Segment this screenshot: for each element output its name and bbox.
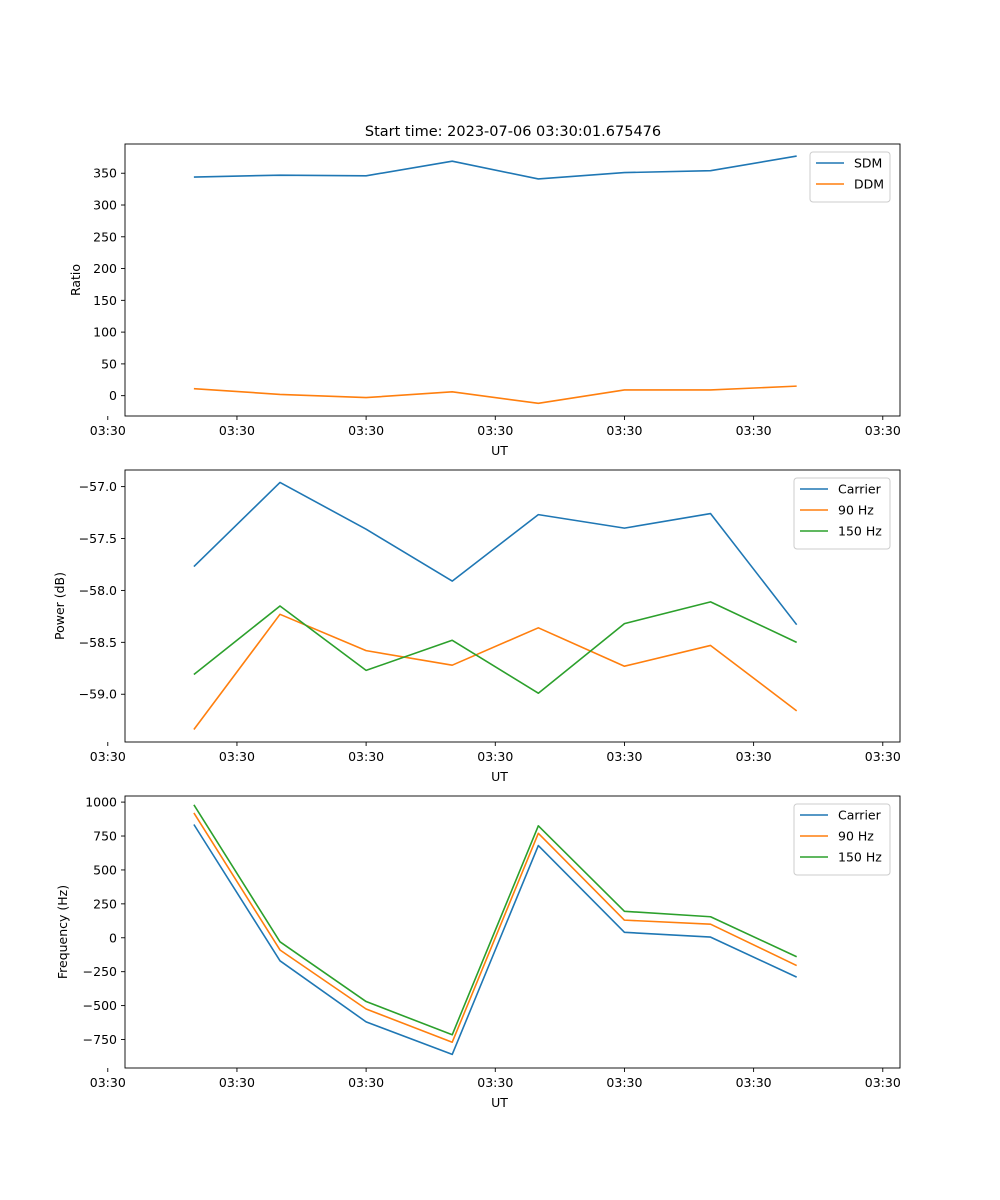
x-tick-label: 03:30 [348, 749, 384, 764]
series-line-150-hz [193, 804, 798, 1036]
y-tick-label: −250 [83, 964, 117, 979]
legend-label: 150 Hz [838, 524, 882, 539]
x-tick-label: 03:30 [348, 1075, 384, 1090]
y-axis-label: Ratio [68, 264, 83, 296]
series-line-ddm [193, 385, 797, 405]
y-tick-label: −58.0 [79, 583, 117, 598]
legend-label: Carrier [838, 808, 882, 823]
axes-frame [124, 143, 901, 417]
x-tick-label: 03:30 [736, 423, 772, 438]
y-tick-label: −57.0 [79, 479, 117, 494]
chart-ratio: 03:30 03:30 03:30 03:30 03:30 03:30 03:30 0 50 10… [68, 143, 901, 458]
y-tick-label: 200 [93, 261, 117, 276]
legend-label: DDM [854, 177, 884, 192]
y-tick-label: 250 [93, 229, 117, 244]
y-tick-label: 0 [109, 930, 117, 945]
x-tick-label: 03:30 [736, 1075, 772, 1090]
series-line-150-hz [193, 601, 798, 695]
y-tick-label: −57.5 [79, 531, 117, 546]
y-tick-label: −58.5 [79, 635, 117, 650]
legend-label: 90 Hz [838, 829, 874, 844]
x-tick-label: 03:30 [865, 423, 901, 438]
legend-label: SDM [854, 156, 882, 171]
y-tick-label: 1000 [85, 795, 117, 810]
series-line-carrier [193, 481, 798, 626]
y-tick-label: 500 [93, 862, 117, 877]
chart-panels: 03:30 03:30 03:30 03:30 03:30 03:30 03:30 0 50 10… [52, 143, 901, 1110]
y-axis-label: Frequency (Hz) [55, 885, 70, 979]
x-tick-label: 03:30 [477, 749, 513, 764]
y-tick-label: 350 [93, 166, 117, 181]
x-tick-label: 03:30 [90, 423, 126, 438]
x-tick-label: 03:30 [348, 423, 384, 438]
chart-power: 03:30 03:30 03:30 03:30 03:30 03:30 03:30 −57.0… [52, 469, 901, 784]
x-axis-label: UT [491, 769, 508, 784]
series-line-90-hz [193, 613, 798, 731]
y-tick-label: 100 [93, 325, 117, 340]
x-tick-label: 03:30 [477, 1075, 513, 1090]
x-tick-label: 03:30 [865, 749, 901, 764]
y-tick-label: −500 [83, 998, 117, 1013]
legend-label: 150 Hz [838, 850, 882, 865]
x-tick-label: 03:30 [736, 749, 772, 764]
x-tick-label: 03:30 [606, 749, 642, 764]
x-tick-label: 03:30 [90, 1075, 126, 1090]
x-tick-label: 03:30 [606, 1075, 642, 1090]
legend-label: 90 Hz [838, 503, 874, 518]
series-line-carrier [193, 824, 798, 1056]
legend: Carrier 90 Hz 150 Hz [793, 803, 891, 876]
legend: Carrier 90 Hz 150 Hz [793, 477, 891, 550]
y-tick-label: −59.0 [79, 687, 117, 702]
x-tick-label: 03:30 [219, 1075, 255, 1090]
legend-label: Carrier [838, 482, 882, 497]
x-tick-label: 03:30 [606, 423, 642, 438]
figure-title: Start time: 2023-07-06 03:30:01.675476 [365, 124, 661, 140]
series-line-sdm [193, 155, 797, 180]
legend-box [809, 151, 891, 203]
y-axis-label: Power (dB) [52, 572, 67, 640]
y-tick-label: 300 [93, 198, 117, 213]
x-tick-label: 03:30 [477, 423, 513, 438]
x-tick-label: 03:30 [865, 1075, 901, 1090]
y-tick-label: 250 [93, 896, 117, 911]
y-tick-label: 0 [109, 388, 117, 403]
x-tick-label: 03:30 [219, 423, 255, 438]
axes-frame [124, 469, 901, 743]
axes-frame [124, 795, 901, 1069]
x-tick-label: 03:30 [219, 749, 255, 764]
x-tick-label: 03:30 [90, 749, 126, 764]
x-axis-label: UT [491, 1095, 508, 1110]
y-tick-label: 50 [101, 356, 117, 371]
chart-frequency: 03:30 03:30 03:30 03:30 03:30 03:30 03:30 1000 7… [55, 795, 901, 1110]
legend: SDM DDM [809, 151, 891, 203]
y-tick-label: 750 [93, 829, 117, 844]
y-tick-label: 150 [93, 293, 117, 308]
series-line-90-hz [193, 812, 798, 1044]
y-tick-label: −750 [83, 1032, 117, 1047]
x-axis-label: UT [491, 443, 508, 458]
